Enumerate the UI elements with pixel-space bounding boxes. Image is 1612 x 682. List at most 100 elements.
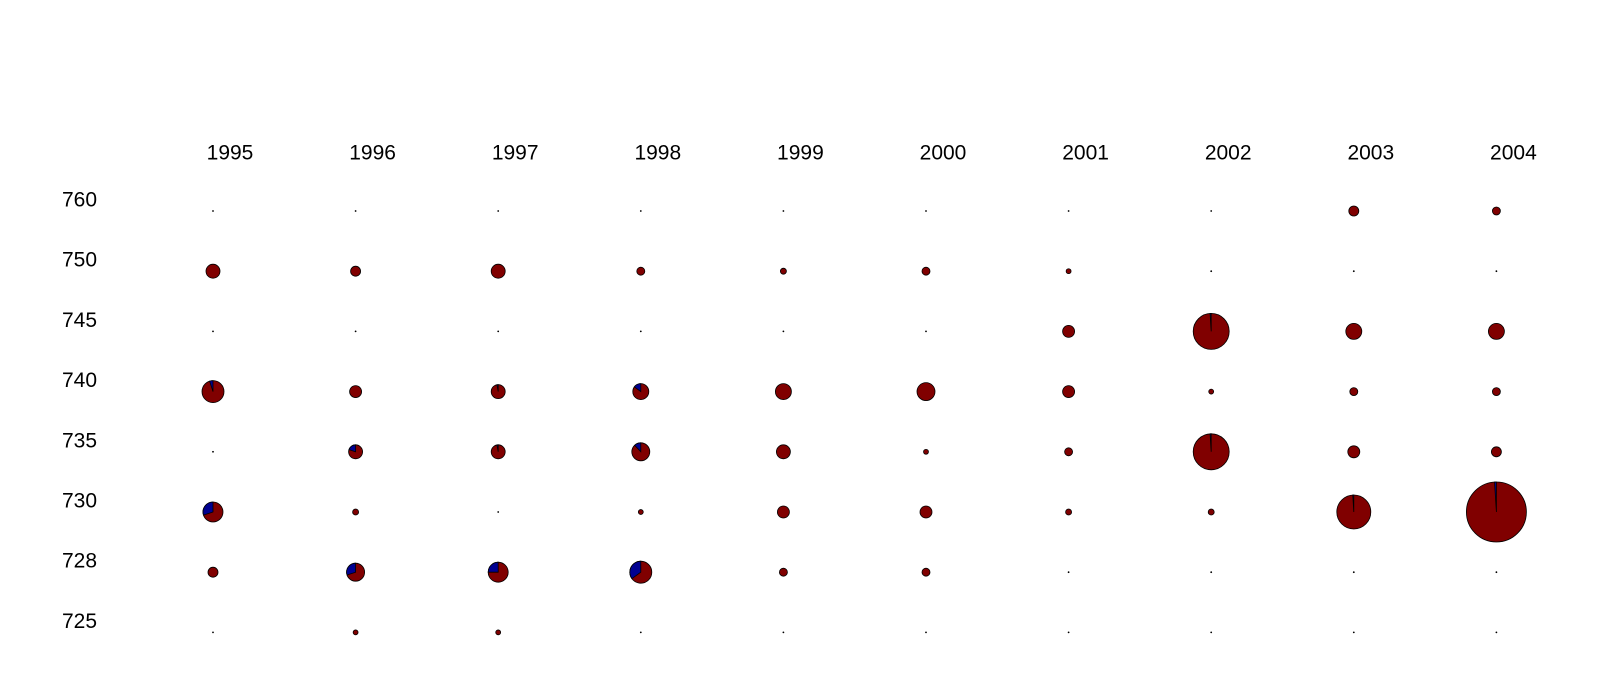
pie-main — [1348, 205, 1360, 217]
pie-share — [346, 562, 356, 576]
dot — [1210, 270, 1213, 273]
dot — [1352, 631, 1355, 634]
column-label: 2004 — [1490, 142, 1537, 165]
pie-main — [777, 505, 790, 519]
row-label: 760 — [62, 189, 97, 212]
pie-share — [496, 444, 499, 452]
pie-main — [919, 505, 933, 519]
dot — [925, 330, 927, 333]
dot — [354, 330, 357, 333]
dot — [212, 450, 214, 453]
pie-share — [634, 442, 642, 453]
dot — [782, 210, 785, 212]
row-label: 735 — [62, 429, 97, 452]
column-label: 1999 — [777, 142, 824, 165]
row-label: 725 — [62, 610, 97, 633]
pie-main — [1345, 322, 1363, 340]
dot — [497, 330, 500, 333]
pie-main — [349, 385, 363, 399]
pie-main — [490, 263, 506, 279]
dot — [1210, 210, 1213, 212]
dot — [782, 631, 785, 634]
pie-main — [350, 265, 362, 277]
pie-share — [1352, 494, 1355, 513]
pie-main — [1492, 387, 1501, 397]
dot — [1067, 631, 1070, 634]
dot — [1495, 631, 1498, 634]
pie-main — [780, 267, 787, 275]
column-label: 1997 — [492, 142, 539, 165]
dot — [639, 330, 642, 333]
dot — [782, 330, 785, 333]
pie-main — [923, 448, 929, 455]
pie-main — [775, 383, 792, 401]
dot — [925, 631, 927, 634]
pie-main — [921, 266, 931, 276]
pie-main — [916, 382, 936, 402]
pie-main — [636, 266, 646, 276]
column-label: 1998 — [634, 142, 681, 165]
row-label: 750 — [62, 249, 97, 272]
dot — [925, 210, 927, 212]
pie-main — [779, 567, 788, 577]
pie-main — [1349, 387, 1359, 397]
column-label: 1996 — [349, 142, 396, 165]
pie-main — [352, 508, 360, 516]
pie-main — [921, 567, 931, 577]
row-label: 730 — [62, 490, 97, 513]
column-label: 2003 — [1347, 142, 1394, 165]
pie-main — [352, 629, 359, 636]
pie-main — [637, 509, 644, 515]
dot — [1067, 210, 1070, 212]
pie-main — [1064, 447, 1073, 457]
row-label: 745 — [62, 309, 97, 332]
pie-share — [348, 444, 356, 453]
dot — [212, 330, 214, 333]
pie-share — [1494, 481, 1497, 513]
pie-share — [1209, 433, 1212, 452]
pie-main — [495, 629, 502, 636]
dot — [1210, 571, 1213, 574]
dot — [212, 210, 214, 212]
pie-main — [1491, 446, 1502, 458]
dot — [497, 511, 500, 513]
pie-share — [629, 560, 642, 580]
dot — [639, 631, 642, 634]
column-label: 2001 — [1062, 142, 1109, 165]
dot — [212, 631, 214, 634]
dot — [1495, 571, 1498, 574]
pie-share — [496, 384, 499, 392]
column-label: 1995 — [207, 142, 254, 165]
pie-main — [1488, 322, 1505, 340]
pie-main — [1207, 508, 1215, 516]
dot — [1352, 571, 1355, 574]
dot — [1067, 571, 1070, 574]
pie-main — [1065, 268, 1072, 275]
pie-main — [776, 444, 791, 460]
dot — [1210, 631, 1213, 634]
pie-share — [487, 561, 499, 573]
dot — [1352, 270, 1355, 273]
pie-main — [1208, 388, 1215, 395]
dot — [639, 210, 642, 212]
dot — [354, 210, 357, 212]
pie-main — [205, 263, 221, 279]
row-label: 728 — [62, 550, 97, 573]
dot — [497, 210, 500, 212]
pie-main — [1062, 385, 1075, 399]
column-label: 2000 — [920, 142, 967, 165]
row-label: 740 — [62, 369, 97, 392]
pie-main — [1065, 508, 1072, 516]
pie-share — [633, 383, 642, 393]
dot — [1495, 270, 1498, 273]
pie-main — [1347, 445, 1361, 459]
column-label: 2002 — [1205, 142, 1252, 165]
pie-main — [1492, 206, 1501, 216]
pie-main — [1062, 324, 1075, 338]
pie-share — [1209, 312, 1212, 332]
pie-share — [202, 501, 214, 516]
pie-main — [207, 566, 219, 578]
pie-share — [209, 380, 214, 392]
